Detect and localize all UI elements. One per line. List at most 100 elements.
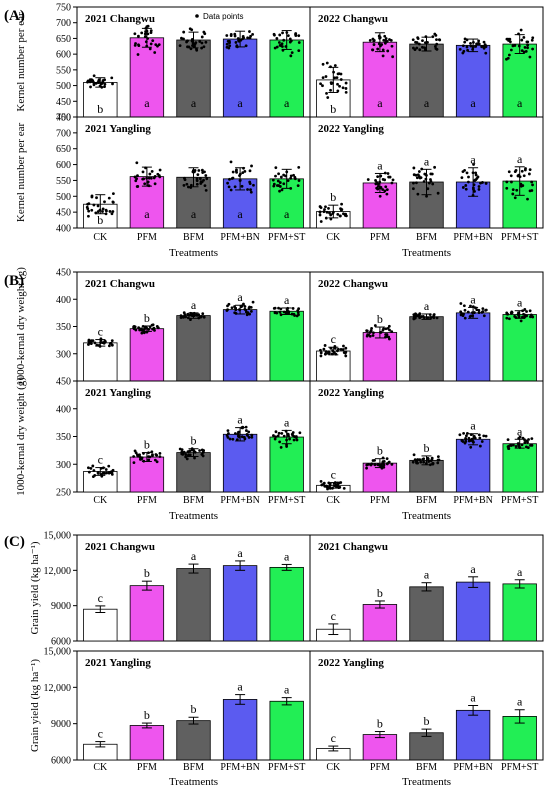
data-point xyxy=(137,326,141,330)
data-point xyxy=(365,463,369,467)
data-point xyxy=(474,45,478,48)
data-point xyxy=(153,182,157,186)
bar-BFM xyxy=(176,452,211,493)
data-point xyxy=(522,174,526,178)
data-point xyxy=(96,210,100,213)
data-point xyxy=(225,42,229,46)
data-point xyxy=(329,213,333,217)
data-point xyxy=(336,212,340,216)
x-tick-label: PFM xyxy=(370,232,390,243)
data-point xyxy=(339,72,343,76)
data-point xyxy=(525,314,529,318)
data-point xyxy=(157,174,161,177)
data-point xyxy=(284,174,287,178)
data-point xyxy=(110,470,113,474)
y-tick-label: 350 xyxy=(56,322,71,333)
data-point xyxy=(344,90,348,94)
data-point xyxy=(195,313,198,316)
data-point xyxy=(184,455,188,459)
data-point xyxy=(193,456,196,460)
x-tick-label: PFM+BN xyxy=(453,232,493,243)
data-point xyxy=(85,205,89,209)
data-point xyxy=(246,311,250,314)
x-axis-title: Treatments xyxy=(169,510,218,522)
data-point xyxy=(476,175,480,179)
data-point xyxy=(92,203,96,207)
data-point xyxy=(323,344,327,347)
y-tick-label: 6000 xyxy=(51,637,71,648)
data-point xyxy=(513,170,517,174)
data-point xyxy=(467,175,470,179)
data-point xyxy=(96,204,100,208)
data-point xyxy=(528,55,532,59)
bar-CK xyxy=(83,82,118,118)
data-point xyxy=(519,319,523,323)
data-point xyxy=(245,313,249,317)
y-tick-label: 300 xyxy=(56,460,71,471)
data-point xyxy=(290,432,294,436)
data-point xyxy=(344,354,348,358)
data-point xyxy=(92,469,96,472)
x-tick-label: PFM xyxy=(137,232,157,243)
data-point xyxy=(158,168,162,172)
data-point xyxy=(469,304,472,308)
data-point xyxy=(137,44,141,47)
y-tick-label: 600 xyxy=(56,160,71,171)
y-tick-label: 12,000 xyxy=(44,566,72,577)
data-point xyxy=(275,184,279,187)
data-point xyxy=(344,346,348,350)
data-point xyxy=(278,181,282,184)
data-point xyxy=(411,187,415,191)
data-point xyxy=(231,170,235,174)
data-point xyxy=(467,180,470,184)
data-point xyxy=(465,171,469,175)
data-point xyxy=(107,344,111,348)
data-point xyxy=(185,457,189,461)
data-point xyxy=(136,174,139,178)
data-point xyxy=(477,187,481,191)
y-axis-title: 1000-kernal dry weight (g) xyxy=(15,377,27,496)
x-axis-title: Treatments xyxy=(402,510,451,522)
bar-PFM+BN xyxy=(455,581,491,642)
data-point xyxy=(278,185,282,188)
data-point xyxy=(336,89,340,93)
data-point xyxy=(529,443,532,447)
data-point xyxy=(435,316,439,320)
data-point xyxy=(101,210,104,213)
data-point xyxy=(137,34,140,38)
data-point xyxy=(111,192,115,196)
data-point xyxy=(133,32,137,36)
data-point xyxy=(321,62,325,66)
data-point xyxy=(530,437,534,441)
significance-letter: a xyxy=(144,207,150,221)
data-point xyxy=(484,308,487,312)
data-point xyxy=(531,36,535,40)
data-point xyxy=(387,324,391,328)
data-point xyxy=(280,188,284,192)
significance-letter: a xyxy=(517,296,523,310)
data-point xyxy=(249,190,253,194)
data-point xyxy=(90,195,94,199)
significance-letter: b xyxy=(377,717,383,731)
data-point xyxy=(185,40,188,44)
data-point xyxy=(389,38,393,42)
data-point xyxy=(472,163,475,166)
bar-PFM+BN xyxy=(222,433,258,493)
data-point xyxy=(92,74,96,78)
data-point xyxy=(200,35,204,39)
data-point xyxy=(229,160,233,164)
data-point xyxy=(390,44,394,48)
data-point xyxy=(227,185,231,189)
data-point xyxy=(286,179,290,183)
significance-letter: b xyxy=(191,434,197,448)
data-point xyxy=(292,438,296,442)
data-point xyxy=(91,464,95,468)
data-point xyxy=(484,434,488,438)
data-point xyxy=(285,445,289,448)
subplot-title: 2022 Changwu xyxy=(318,278,388,290)
data-point xyxy=(464,440,468,443)
data-point xyxy=(319,206,323,210)
data-point xyxy=(138,455,142,459)
significance-letter: a xyxy=(424,299,430,313)
panel-label-A: (A) xyxy=(4,8,25,24)
